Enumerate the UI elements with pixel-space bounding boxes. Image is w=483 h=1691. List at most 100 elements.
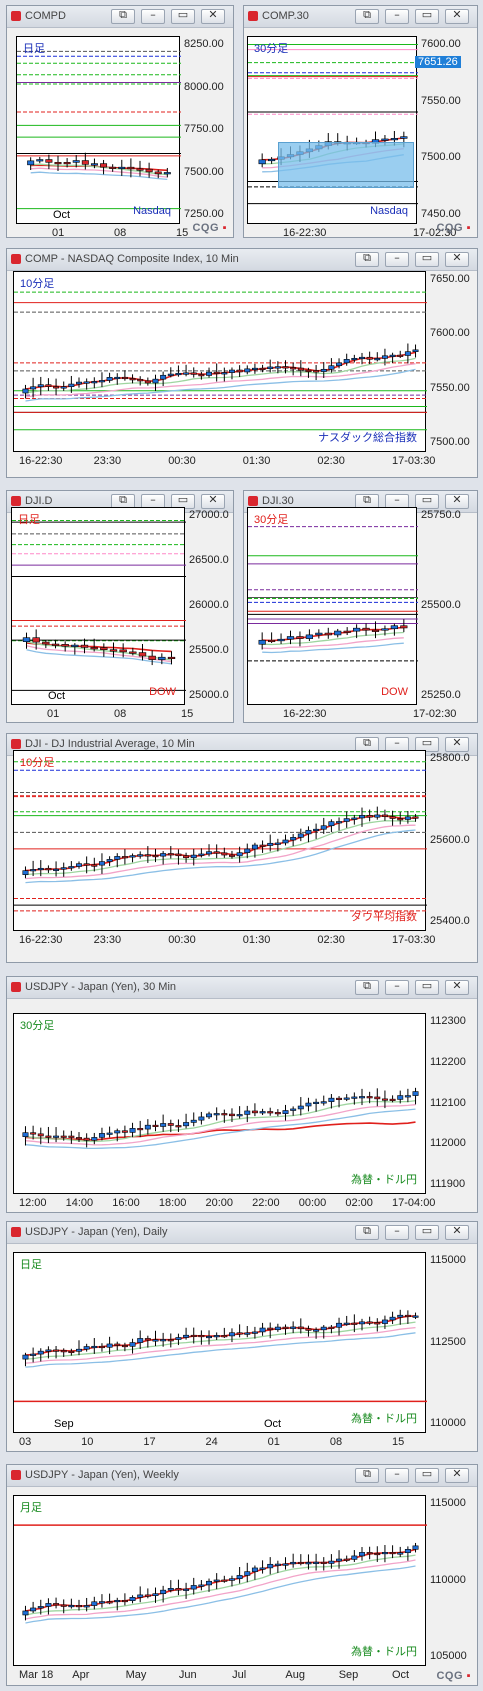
chart-plot-area[interactable]: 30分足 DOW [247, 507, 418, 705]
instrument-label: 為替・ドル円 [351, 1174, 417, 1186]
max-window-button[interactable]: ▭ [415, 493, 439, 509]
max-window-button[interactable]: ▭ [415, 736, 439, 752]
candle [160, 1339, 167, 1342]
max-window-button[interactable]: ▭ [415, 1467, 439, 1483]
candle [71, 644, 79, 647]
x-tick-label: 17-03:30 [392, 934, 436, 946]
candle [183, 1588, 190, 1591]
candle [76, 1605, 82, 1608]
candle [198, 374, 205, 377]
close-window-button[interactable]: ✕ [445, 8, 469, 24]
moving-average-line [30, 163, 168, 176]
moving-average-line [25, 1326, 416, 1364]
link-window-button[interactable]: ⧉ [355, 1467, 379, 1483]
min-window-button[interactable]: – [385, 1467, 409, 1483]
candle [251, 1331, 258, 1334]
candle [336, 1097, 343, 1100]
max-icon: ▭ [421, 979, 433, 992]
max-window-button[interactable]: ▭ [171, 8, 195, 24]
max-icon: ▭ [421, 736, 433, 749]
window-titlebar[interactable]: USDJPY - Japan (Yen), 30 Min ⧉ – ▭ ✕ [7, 977, 477, 999]
close-window-button[interactable]: ✕ [445, 251, 469, 267]
chart-plot-area[interactable]: 30分足 Nasdaq [247, 36, 418, 224]
period-label: 10分足 [20, 278, 55, 290]
moving-average-line [25, 1554, 416, 1616]
y-tick-label: 7650.00 [430, 273, 470, 285]
window-titlebar[interactable]: COMP - NASDAQ Composite Index, 10 Min ⧉ – ▭… [7, 249, 477, 271]
chart-plot-area[interactable]: 日足 為替・ドル円 Sep Oct [13, 1252, 427, 1433]
y-tick-label: 112000 [430, 1137, 466, 1150]
candle [167, 853, 174, 856]
candle [183, 372, 190, 375]
chart-svg [248, 43, 418, 205]
min-window-button[interactable]: – [385, 1224, 409, 1240]
candle [286, 636, 295, 640]
link-window-button[interactable]: ⧉ [355, 8, 379, 24]
cqg-app-icon [11, 254, 21, 264]
link-window-button[interactable]: ⧉ [355, 979, 379, 995]
max-window-button[interactable]: ▭ [415, 979, 439, 995]
window-titlebar[interactable]: COMPD ⧉ – ▭ ✕ [7, 6, 233, 28]
candle [297, 833, 304, 838]
close-window-button[interactable]: ✕ [445, 736, 469, 752]
chart-plot-area[interactable]: 月足 為替・ドル円 [13, 1495, 427, 1666]
max-window-button[interactable]: ▭ [415, 1224, 439, 1240]
close-window-button[interactable]: ✕ [201, 493, 225, 509]
moving-average-line [262, 631, 404, 646]
candle [213, 1579, 220, 1582]
moving-average-line [30, 171, 168, 181]
close-window-button[interactable]: ✕ [445, 1467, 469, 1483]
x-tick-label: 17-02:30 [413, 708, 457, 720]
candle [259, 1567, 266, 1570]
candle [244, 1571, 251, 1576]
link-window-button[interactable]: ⧉ [355, 1224, 379, 1240]
candle [152, 1124, 159, 1127]
candle [121, 376, 128, 380]
close-window-button[interactable]: ✕ [201, 8, 225, 24]
candle [244, 1332, 251, 1335]
candle [144, 380, 151, 384]
max-window-button[interactable]: ▭ [415, 8, 439, 24]
candle [137, 1338, 144, 1343]
min-window-button[interactable]: – [385, 251, 409, 267]
candle [366, 1096, 373, 1099]
min-window-button[interactable]: – [385, 979, 409, 995]
candle [22, 1132, 29, 1137]
candle [313, 1561, 320, 1564]
close-window-button[interactable]: ✕ [445, 979, 469, 995]
candle [404, 1095, 411, 1098]
window-titlebar[interactable]: USDJPY - Japan (Yen), Daily ⧉ – ▭ ✕ [7, 1222, 477, 1244]
y-tick-label: 112100 [430, 1096, 466, 1109]
candle [167, 1123, 174, 1126]
moving-average-line [262, 626, 404, 642]
window-titlebar[interactable]: COMP.30 ⧉ – ▭ ✕ [244, 6, 477, 28]
candle [244, 368, 251, 373]
window-titlebar[interactable]: USDJPY - Japan (Yen), Weekly ⧉ – ▭ ✕ [7, 1465, 477, 1487]
candle [221, 1113, 228, 1116]
candle [68, 383, 75, 387]
y-tick-label: 110000 [430, 1573, 466, 1586]
max-window-button[interactable]: ▭ [415, 251, 439, 267]
link-window-button[interactable]: ⧉ [111, 8, 135, 24]
moving-average-line [25, 814, 416, 872]
y-tick-label: 25500.0 [421, 599, 461, 611]
instrument-label: 為替・ドル円 [351, 1413, 417, 1425]
close-window-button[interactable]: ✕ [445, 1224, 469, 1240]
chart-plot-area[interactable]: 日足 DOW Oct [11, 507, 186, 705]
chart-plot-area[interactable]: 日足 Nasdaq Oct [16, 36, 181, 224]
min-window-button[interactable]: – [385, 8, 409, 24]
min-window-button[interactable]: – [141, 8, 165, 24]
close-icon: ✕ [452, 493, 462, 506]
x-tick-label: 14:00 [65, 1197, 94, 1209]
link-window-button[interactable]: ⧉ [355, 251, 379, 267]
candle [305, 1328, 312, 1331]
candle [259, 1327, 266, 1333]
close-window-button[interactable]: ✕ [445, 493, 469, 509]
window-title: DJI.30 [262, 495, 294, 507]
chart-plot-area[interactable]: 10分足 ナスダック総合指数 [13, 271, 427, 452]
chart-plot-area[interactable]: 30分足 為替・ドル円 [13, 1013, 426, 1194]
candle [397, 1314, 404, 1318]
chart-plot-area[interactable]: 10分足 ダウ平均指数 [13, 750, 427, 931]
link-icon: ⧉ [363, 1224, 371, 1237]
moving-average-line [25, 824, 416, 880]
